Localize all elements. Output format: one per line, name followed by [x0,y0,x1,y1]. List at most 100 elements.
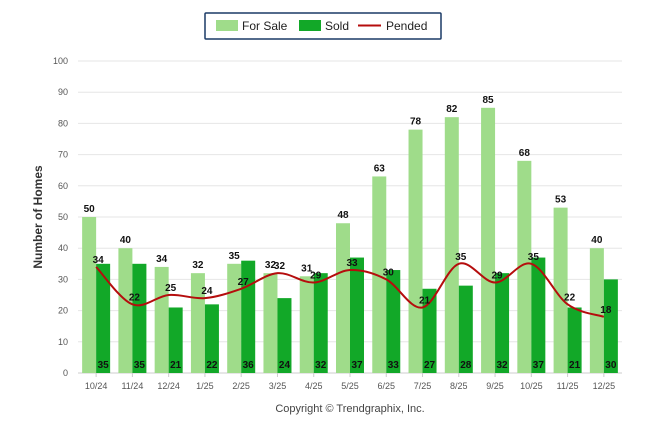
y-axis-ticks: 0 10 20 30 40 50 60 70 80 90 100 [53,56,68,378]
bar-sold [603,279,618,373]
for-sale-value-label: 82 [446,104,458,115]
y-tick-label: 30 [58,274,68,284]
pended-value-label: 30 [383,267,395,278]
legend-label-pended: Pended [386,19,427,33]
legend-swatch-for-sale [216,20,238,31]
pended-value-label: 29 [310,271,322,282]
y-tick-label: 0 [63,368,68,378]
y-tick-label: 100 [53,56,68,66]
sold-value-label: 21 [569,360,581,371]
pended-value-label: 18 [600,305,612,316]
pended-value-label: 24 [201,286,213,297]
bar-for-sale [444,117,459,373]
legend-label-sold: Sold [325,19,349,33]
legend: For Sale Sold Pended [204,12,442,40]
x-tick-label: 9/25 [486,381,504,391]
pended-value-label: 33 [346,258,358,269]
x-tick-label: 12/25 [593,381,616,391]
y-tick-label: 90 [58,87,68,97]
bar-sold [241,260,256,373]
sold-value-label: 33 [388,360,400,371]
sold-value-label: 37 [533,360,545,371]
y-axis-label: Number of Homes [31,165,45,269]
bar-for-sale [408,129,423,373]
y-tick-label: 80 [58,118,68,128]
for-sale-value-label: 35 [229,251,241,262]
y-tick-label: 40 [58,243,68,253]
bar-sold [204,304,219,373]
data-labels: 50 35 40 35 34 21 32 22 35 36 32 24 31 32 48 37 63 33 78 27… [84,95,617,371]
for-sale-value-label: 68 [519,148,531,159]
x-axis-ticks: 10/24 11/24 12/24 1/25 2/25 3/25 4/25 5/25 6/25 7… [85,373,615,391]
sold-value-label: 30 [605,360,617,371]
pended-value-label: 35 [455,252,467,263]
for-sale-value-label: 31 [301,263,313,274]
bar-for-sale [263,273,278,373]
for-sale-value-label: 48 [337,210,349,221]
sold-value-label: 22 [206,360,218,371]
pended-value-label: 27 [238,277,250,288]
sold-value-label: 27 [424,360,436,371]
bar-for-sale [589,248,604,373]
sold-value-label: 37 [351,360,363,371]
bar-for-sale [299,276,314,373]
sold-value-label: 28 [460,360,472,371]
pended-value-label: 34 [93,255,105,266]
bar-for-sale [118,248,133,373]
pended-line [95,262,605,318]
legend-swatch-sold [299,20,321,31]
bar-sold [531,257,546,373]
bar-for-sale [372,176,387,373]
bar-sold [313,273,328,373]
sold-value-label: 32 [497,360,509,371]
bar-for-sale [336,223,350,373]
for-sale-value-label: 40 [120,235,132,246]
pended-value-label: 35 [528,252,540,263]
bar-for-sale [481,107,496,374]
x-tick-label: 6/25 [378,381,396,391]
bar-sold [495,273,510,373]
bar-for-sale [154,266,169,373]
for-sale-value-label: 78 [410,117,422,128]
y-tick-label: 60 [58,181,68,191]
for-sale-value-label: 50 [84,204,96,215]
bars [82,107,618,374]
y-tick-label: 10 [58,337,68,347]
y-tick-label: 70 [58,150,68,160]
sold-value-label: 35 [134,360,146,371]
pended-value-label: 25 [165,283,177,294]
x-tick-label: 11/24 [121,381,143,391]
bar-sold [96,263,111,373]
bar-sold [422,288,437,373]
for-sale-value-label: 34 [156,254,168,265]
bar-sold [132,263,147,373]
x-tick-label: 7/25 [414,381,432,391]
legend-label-for-sale: For Sale [242,19,288,33]
y-tick-label: 20 [58,306,68,316]
for-sale-value-label: 32 [192,260,204,271]
x-tick-label: 5/25 [341,381,359,391]
x-tick-label: 1/25 [196,381,214,391]
bar-sold [458,285,473,373]
bar-for-sale [517,160,532,373]
bar-for-sale [553,207,568,373]
legend-box [204,12,442,40]
for-sale-value-label: 63 [374,163,386,174]
bar-sold [277,298,292,373]
bar-sold [386,270,401,373]
pended-value-label: 32 [274,261,286,272]
sold-value-label: 24 [279,360,291,371]
x-tick-label: 2/25 [232,381,250,391]
y-tick-label: 50 [58,212,68,222]
pended-line-group [95,262,605,318]
bar-sold [567,307,582,373]
bar-sold [350,257,364,373]
pended-value-label: 21 [419,295,431,306]
pended-value-label: 29 [492,271,504,282]
x-tick-label: 10/25 [520,381,543,391]
x-tick-label: 12/24 [157,381,180,391]
bar-for-sale [82,217,97,373]
x-tick-label: 8/25 [450,381,468,391]
x-tick-label: 10/24 [85,381,108,391]
